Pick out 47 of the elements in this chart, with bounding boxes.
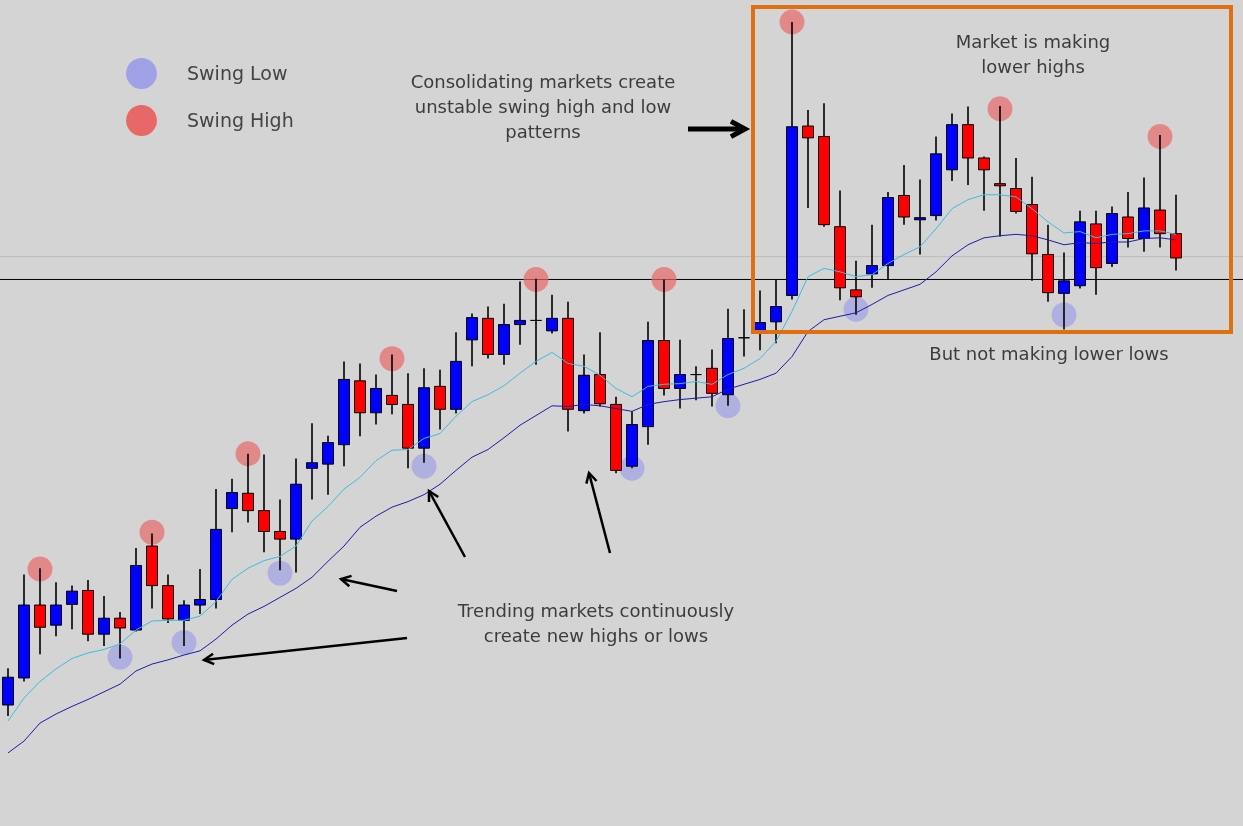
candlestick (690, 365, 702, 402)
candlestick (994, 105, 1006, 238)
candlestick (1154, 134, 1166, 249)
candlestick (530, 277, 542, 366)
candlestick (114, 611, 126, 660)
candlestick (386, 353, 398, 415)
point (1147, 124, 1173, 149)
point (987, 96, 1013, 122)
point (651, 267, 677, 292)
point (411, 453, 437, 479)
candlestick (546, 293, 558, 335)
candlestick (34, 567, 46, 656)
candlestick (1122, 191, 1134, 249)
point (235, 441, 261, 467)
candlestick (514, 280, 526, 346)
candlestick (178, 599, 190, 647)
candlestick (914, 178, 926, 256)
candlestick (258, 453, 270, 554)
point (107, 644, 133, 670)
candlestick (674, 339, 686, 410)
point (523, 267, 549, 292)
legend-label: Swing Low (187, 61, 288, 84)
candlestick (898, 164, 910, 226)
candlestick (738, 308, 750, 358)
annotation: But not making lower lows (928, 342, 1170, 366)
candlestick (322, 434, 334, 496)
candlestick (242, 452, 254, 524)
point (779, 9, 805, 35)
candlestick (194, 568, 206, 615)
candlestick (98, 595, 110, 647)
annotation: Consolidating markets create unstable swing high and low patterns (409, 70, 677, 144)
legend-label: Swing High (187, 108, 294, 131)
candlestick (50, 581, 62, 638)
candlestick (434, 368, 446, 431)
point (27, 556, 53, 582)
candlestick (306, 422, 318, 501)
candlestick (802, 109, 814, 209)
annotation: Market is making lower highs (954, 30, 1112, 79)
candlestick (66, 584, 78, 631)
point (267, 560, 293, 586)
candlestick (1010, 157, 1022, 215)
candlestick (226, 477, 238, 533)
candlestick (978, 155, 990, 212)
annotation: Trending markets continuously create new highs or lows (456, 599, 736, 648)
candlestick (274, 498, 286, 572)
point (139, 519, 165, 545)
candlestick (466, 312, 478, 368)
